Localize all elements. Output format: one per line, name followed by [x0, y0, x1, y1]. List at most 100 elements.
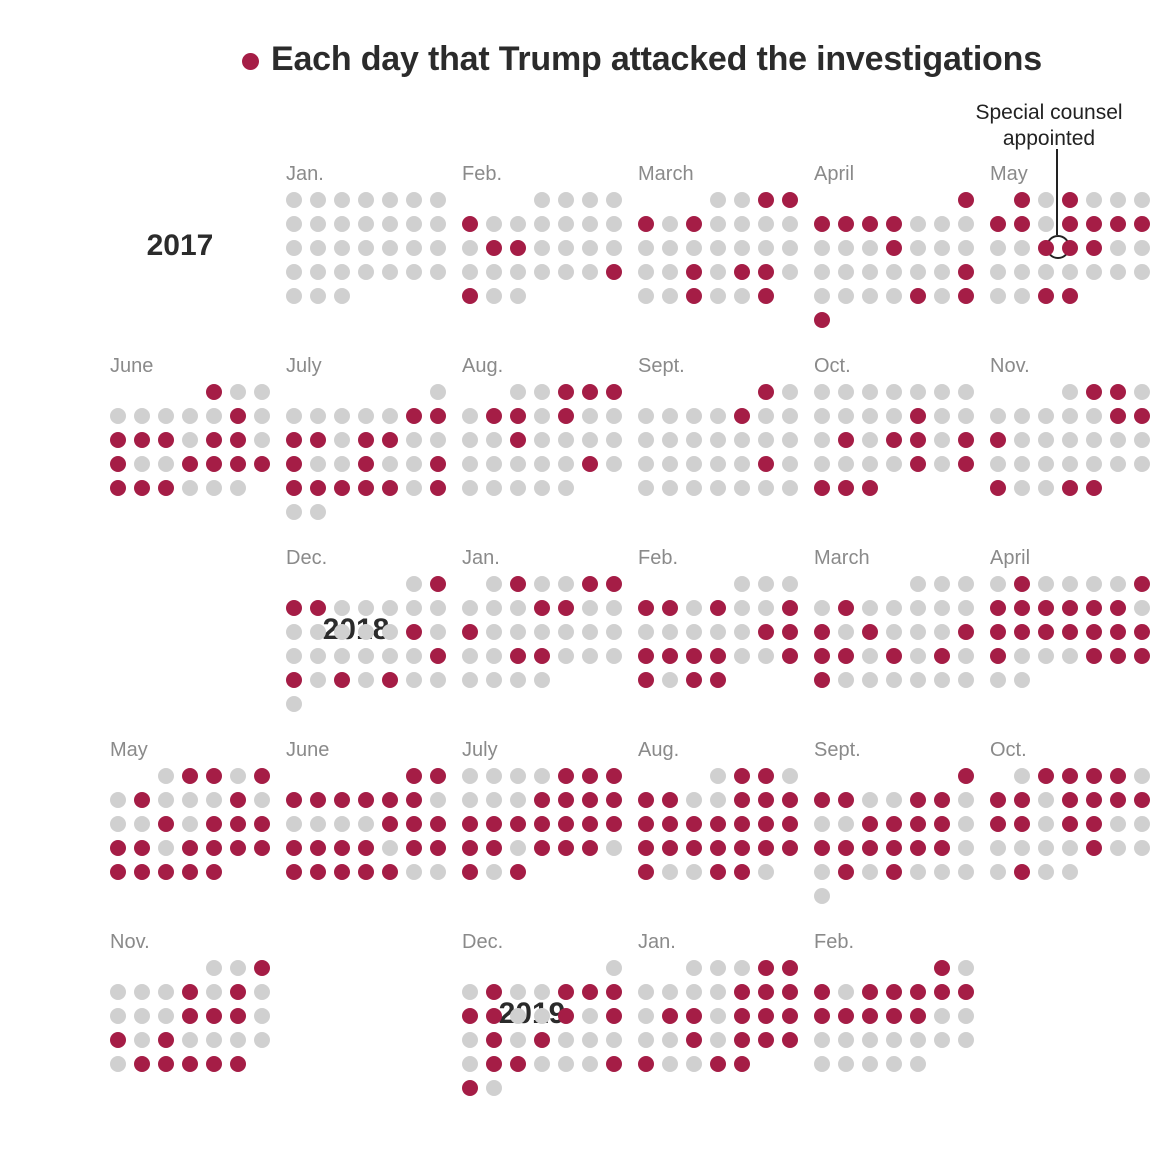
day-dot [582, 600, 598, 616]
day-dot [430, 792, 446, 808]
day-dot [182, 1008, 198, 1024]
day-dot [486, 624, 502, 640]
day-dot [710, 1056, 726, 1072]
day-dot [534, 576, 550, 592]
day-dot [862, 792, 878, 808]
day-dot [814, 672, 830, 688]
day-dot [582, 1056, 598, 1072]
day-dot [1038, 192, 1054, 208]
day-dot [886, 840, 902, 856]
day-dot [462, 1080, 478, 1096]
day-dot [206, 816, 222, 832]
day-dot [758, 792, 774, 808]
day-dot [838, 984, 854, 1000]
day-dot [182, 984, 198, 1000]
day-dot [430, 624, 446, 640]
day-dot [782, 1008, 798, 1024]
day-dot [814, 792, 830, 808]
day-dot [486, 480, 502, 496]
day-dot [462, 984, 478, 1000]
day-dot [934, 1032, 950, 1048]
day-dot [534, 600, 550, 616]
day-dot [710, 480, 726, 496]
day-dot [230, 1056, 246, 1072]
day-dot [158, 816, 174, 832]
day-dot [486, 1032, 502, 1048]
day-dot [134, 480, 150, 496]
day-dot [110, 1032, 126, 1048]
day-dot [334, 672, 350, 688]
day-dot [710, 984, 726, 1000]
day-dot [862, 816, 878, 832]
day-dot [1086, 456, 1102, 472]
day-dot [958, 672, 974, 688]
day-dot [406, 864, 422, 880]
day-dot [638, 672, 654, 688]
day-dot [430, 768, 446, 784]
day-dot [990, 624, 1006, 640]
day-dot [382, 408, 398, 424]
day-dot [182, 816, 198, 832]
day-dot [534, 792, 550, 808]
day-dot [862, 216, 878, 232]
day-dot [782, 984, 798, 1000]
day-dot [814, 216, 830, 232]
day-dot [510, 648, 526, 664]
day-dot [382, 240, 398, 256]
day-dot [886, 264, 902, 280]
day-dot [710, 600, 726, 616]
day-dot [534, 1032, 550, 1048]
day-dot [254, 384, 270, 400]
day-dot [462, 480, 478, 496]
day-dot [638, 240, 654, 256]
day-dot [510, 264, 526, 280]
month-label: Oct. [814, 355, 851, 377]
day-dot [334, 792, 350, 808]
day-dot [534, 984, 550, 1000]
day-dot [782, 960, 798, 976]
day-dot [886, 624, 902, 640]
day-dot [358, 600, 374, 616]
year-label-2017: 2017 [146, 229, 214, 262]
day-dot [110, 456, 126, 472]
day-dot [582, 648, 598, 664]
day-dot [254, 408, 270, 424]
month-label: Nov. [110, 931, 150, 953]
day-dot [462, 1056, 478, 1072]
day-dot [486, 576, 502, 592]
day-dot [910, 624, 926, 640]
day-dot [558, 840, 574, 856]
day-dot [734, 264, 750, 280]
day-dot [206, 1056, 222, 1072]
day-dot [1038, 480, 1054, 496]
day-dot [862, 480, 878, 496]
day-dot [286, 432, 302, 448]
day-dot [638, 864, 654, 880]
day-dot [734, 816, 750, 832]
day-dot [990, 240, 1006, 256]
day-dot [758, 864, 774, 880]
day-dot [286, 840, 302, 856]
day-dot [462, 648, 478, 664]
day-dot [334, 216, 350, 232]
day-dot [782, 648, 798, 664]
day-dot [990, 648, 1006, 664]
day-dot [1134, 648, 1150, 664]
day-dot [814, 408, 830, 424]
day-dot [838, 672, 854, 688]
day-dot [430, 600, 446, 616]
day-dot [734, 1008, 750, 1024]
day-dot [582, 840, 598, 856]
day-dot [462, 240, 478, 256]
day-dot [910, 792, 926, 808]
day-dot [1062, 480, 1078, 496]
day-dot [1110, 384, 1126, 400]
day-dot [334, 840, 350, 856]
day-dot [558, 240, 574, 256]
day-dot [990, 432, 1006, 448]
day-dot [958, 864, 974, 880]
day-dot [358, 864, 374, 880]
day-dot [606, 600, 622, 616]
month-label: Jan. [638, 931, 676, 953]
day-dot [510, 840, 526, 856]
